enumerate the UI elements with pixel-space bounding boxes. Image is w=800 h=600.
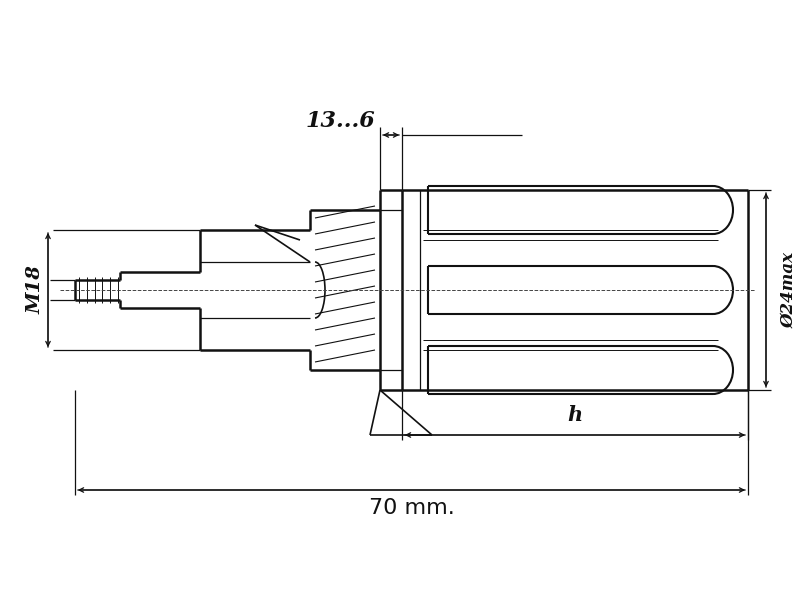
Text: M18: M18 [27, 266, 45, 314]
Text: Ø24max: Ø24max [780, 252, 797, 328]
Text: 13...6: 13...6 [305, 110, 375, 132]
Text: h: h [567, 405, 582, 425]
Text: 70 mm.: 70 mm. [369, 498, 454, 518]
